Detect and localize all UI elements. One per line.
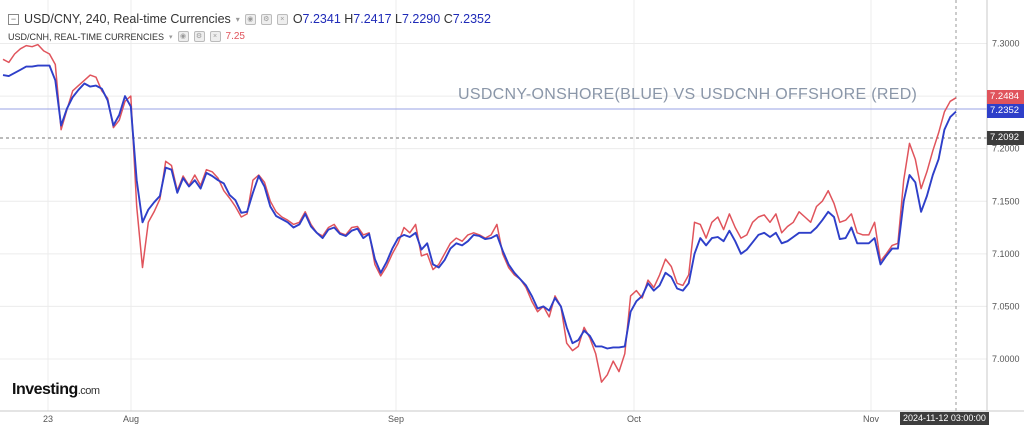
- eye-icon[interactable]: ◉: [177, 31, 189, 42]
- eye-icon[interactable]: ◉: [244, 13, 256, 25]
- crosshair-time-tag: 2024-11-12 03:00:00: [900, 412, 989, 425]
- settings-icon[interactable]: ⚙: [260, 13, 272, 25]
- x-tick-label: 23: [43, 414, 53, 424]
- reference-lines: [0, 0, 987, 411]
- chevron-down-icon[interactable]: ▾: [235, 14, 240, 24]
- crosshair-price-tag: 7.2092: [987, 131, 1024, 145]
- blue-price-tag: 7.2352: [987, 104, 1024, 118]
- x-tick-label: Nov: [863, 414, 880, 424]
- y-tick-label: 7.1000: [992, 249, 1020, 259]
- overlay-header: USD/CNH, REAL-TIME CURRENCIES ▾ ◉ ⚙ × 7.…: [8, 31, 245, 42]
- chart-title: USD/CNY, 240, Real-time Currencies: [24, 12, 231, 26]
- red-price-tag: 7.2484: [987, 90, 1024, 104]
- x-tick-label: Oct: [627, 414, 642, 424]
- chart-annotation: USDCNY-ONSHORE(BLUE) VS USDCNH OFFSHORE …: [458, 86, 918, 103]
- chevron-down-icon[interactable]: ▾: [169, 33, 173, 41]
- chart-header: − USD/CNY, 240, Real-time Currencies ▾ ◉…: [8, 12, 491, 26]
- y-tick-label: 7.1500: [992, 196, 1020, 206]
- blue-series-line: [2, 64, 957, 350]
- y-tick-label: 7.2000: [992, 144, 1020, 154]
- settings-icon[interactable]: ⚙: [193, 31, 205, 42]
- x-axis-labels: 23 Aug Sep Oct Nov: [43, 414, 880, 424]
- overlay-value: 7.25: [225, 31, 245, 42]
- x-tick-label: Aug: [123, 414, 139, 424]
- close-icon[interactable]: ×: [276, 13, 288, 25]
- collapse-icon[interactable]: −: [8, 13, 19, 25]
- y-tick-label: 7.0500: [992, 301, 1020, 311]
- ohlc-readout: O7.2341 H7.2417 L7.2290 C7.2352: [292, 12, 491, 26]
- close-icon[interactable]: ×: [209, 31, 221, 42]
- x-tick-label: Sep: [388, 414, 404, 424]
- y-axis-labels: 7.30007.25007.20007.15007.10007.05007.00…: [992, 39, 1020, 365]
- overlay-title: USD/CNH, REAL-TIME CURRENCIES: [8, 31, 165, 42]
- investing-logo: Investing.com: [12, 381, 100, 398]
- y-tick-label: 7.0000: [992, 354, 1020, 364]
- axes: [0, 0, 1024, 412]
- y-tick-label: 7.3000: [992, 39, 1020, 49]
- series-lines: [2, 43, 957, 383]
- grid: [0, 0, 987, 411]
